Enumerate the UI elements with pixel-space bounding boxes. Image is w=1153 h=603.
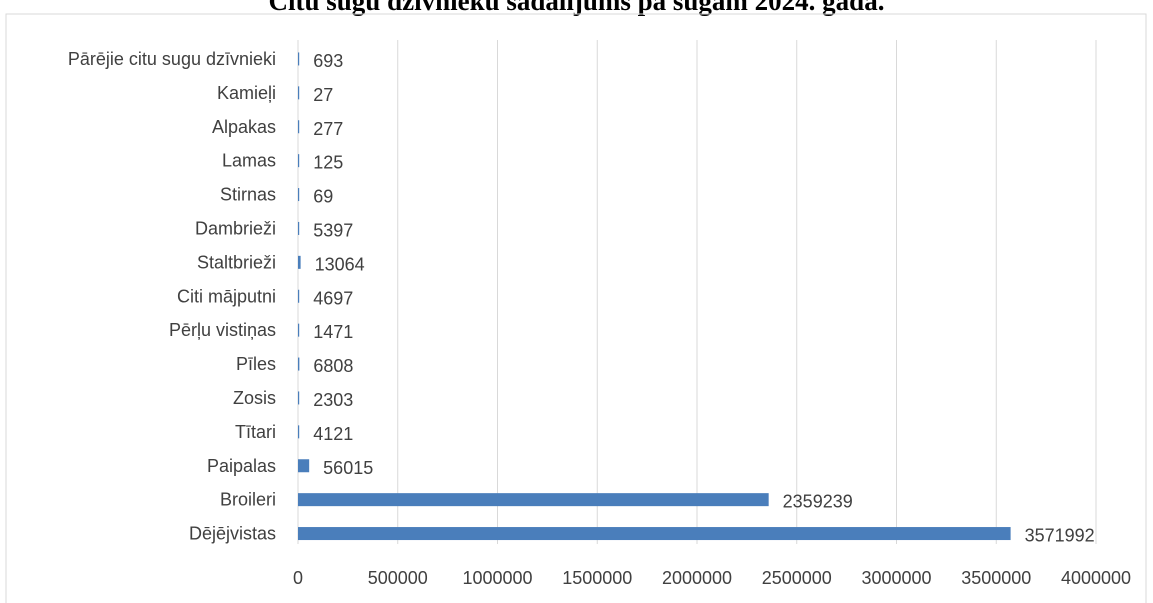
category-label: Staltbrieži <box>197 252 276 272</box>
data-label: 693 <box>313 51 343 71</box>
bar <box>298 493 769 507</box>
category-label: Stirnas <box>220 185 276 205</box>
data-label: 2303 <box>313 390 353 410</box>
bar <box>298 52 300 66</box>
bar <box>298 120 300 134</box>
x-tick-label: 2000000 <box>662 568 732 588</box>
data-label: 69 <box>313 187 333 207</box>
x-tick-label: 2500000 <box>762 568 832 588</box>
category-label: Zosis <box>233 388 276 408</box>
category-label: Pīles <box>236 354 276 374</box>
bar <box>298 323 300 337</box>
category-label: Citi mājputni <box>177 286 276 306</box>
category-label: Lamas <box>222 151 276 171</box>
chart-area-border <box>5 13 1147 603</box>
category-label: Dējējvistas <box>189 524 276 544</box>
data-label: 4121 <box>313 424 353 444</box>
bar <box>298 221 300 235</box>
x-tick-label: 4000000 <box>1061 568 1131 588</box>
bar <box>298 425 300 439</box>
bar <box>298 86 300 100</box>
category-label: Alpakas <box>212 117 276 137</box>
data-label: 5397 <box>313 220 353 240</box>
data-label: 1471 <box>313 322 353 342</box>
bar <box>298 289 300 303</box>
bar <box>298 459 310 473</box>
bar <box>298 391 300 405</box>
category-label: Broileri <box>220 490 276 510</box>
labels: 0 500000 1000000 1500000 2000000 2500000 30000… <box>68 49 1131 588</box>
data-label: 2359239 <box>783 492 853 512</box>
data-label: 125 <box>313 153 343 173</box>
x-tick-label: 500000 <box>368 568 428 588</box>
data-label: 6808 <box>313 356 353 376</box>
category-label: Kamieļi <box>217 83 276 103</box>
x-tick-label: 1000000 <box>462 568 532 588</box>
bar <box>298 188 300 202</box>
data-label: 3571992 <box>1025 526 1095 546</box>
bar <box>298 154 300 168</box>
bar <box>298 255 301 269</box>
data-label: 56015 <box>323 458 373 478</box>
bars <box>298 52 1011 541</box>
category-label: Tītari <box>235 422 276 442</box>
x-tick-label: 1500000 <box>562 568 632 588</box>
data-label: 27 <box>313 85 333 105</box>
category-label: Pērļu vistiņas <box>169 320 276 340</box>
gridlines <box>297 40 1097 544</box>
bar <box>298 357 300 371</box>
x-tick-label: 0 <box>293 568 303 588</box>
chart-title: Citu sugu dzīvnieku sadalījums pa sugām … <box>268 0 885 16</box>
data-label: 277 <box>313 119 343 139</box>
category-label: Pārējie citu sugu dzīvnieki <box>68 49 276 69</box>
x-tick-label: 3500000 <box>961 568 1031 588</box>
bar <box>298 527 1011 541</box>
data-label: 13064 <box>315 254 365 274</box>
category-label: Dambrieži <box>195 218 276 238</box>
category-label: Paipalas <box>207 456 276 476</box>
x-tick-label: 3000000 <box>861 568 931 588</box>
data-label: 4697 <box>313 288 353 308</box>
